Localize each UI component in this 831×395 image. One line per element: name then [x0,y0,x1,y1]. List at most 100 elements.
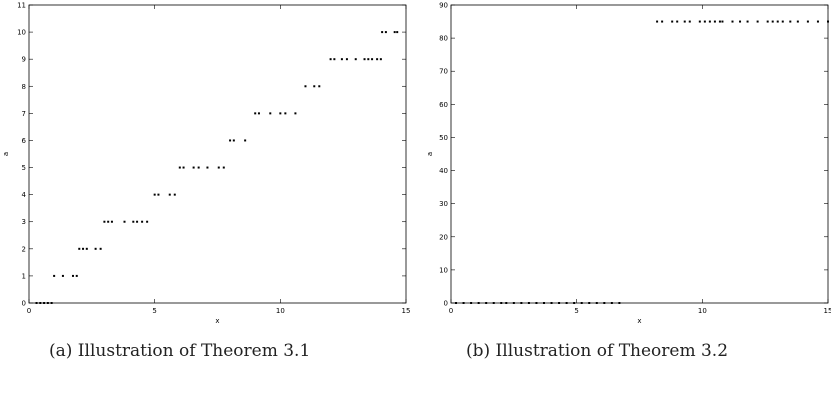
data-point [182,166,185,169]
data-point [698,20,701,23]
data-point [244,139,247,142]
y-tick-label: 0 [22,300,26,308]
data-point [558,302,561,304]
plot-frame-a [28,4,407,304]
data-point [713,20,716,23]
data-point [257,112,260,115]
data-point [703,20,706,23]
x-tick-label: 5 [574,307,578,315]
chart-b: 0 5 10 15 0 10 20 30 40 50 60 70 80 90 x a [426,2,831,326]
y-tick-label: 20 [439,233,448,241]
data-point [61,274,64,277]
x-tick-label: 10 [276,307,285,315]
data-point [396,31,399,34]
data-point [318,85,321,88]
data-point [136,220,139,223]
y-tick-label: 70 [439,68,448,76]
data-point [294,112,297,115]
y-tick-label: 3 [22,218,26,226]
data-point [477,302,480,304]
y-tick-label: 40 [439,167,448,175]
data-point [333,58,336,61]
y-tick-label: 5 [22,164,26,172]
data-point [284,112,287,115]
x-tick-label: 10 [698,307,707,315]
data-point [110,220,113,223]
y-tick-label: 7 [22,110,26,118]
data-point [107,220,110,223]
x-axis-label: x [637,317,641,325]
data-point [269,112,272,115]
data-point [661,20,664,23]
data-point [345,58,348,61]
caption-b: (b) Illustration of Theorem 3.2 [466,341,729,361]
y-tick-label: 60 [439,101,448,109]
data-point [340,58,343,61]
data-point [222,166,225,169]
data-point [527,302,530,304]
data-point [43,302,46,304]
data-point [796,20,799,23]
data-point [565,302,568,304]
x-tick-label: 5 [152,307,156,315]
y-tick-label: 90 [439,2,448,10]
plot-frame-b [450,4,829,304]
y-tick-label: 80 [439,35,448,43]
data-point [254,112,257,115]
data-point [708,20,711,23]
y-axis-label: a [2,152,10,156]
data-point [827,20,829,23]
data-point [470,302,473,304]
data-point [671,20,674,23]
data-point [279,112,282,115]
data-point [512,302,515,304]
data-point [520,302,523,304]
y-tick-label: 9 [22,56,26,64]
data-point [806,20,809,23]
data-point [192,166,195,169]
data-point [157,193,160,196]
data-point [580,302,583,304]
data-point [500,302,503,304]
data-point [771,20,774,23]
data-point [197,166,200,169]
data-point [676,20,679,23]
data-point [379,58,382,61]
data-point [232,139,235,142]
data-point [384,31,387,34]
data-point [656,20,659,23]
data-point [39,302,42,304]
y-tick-label: 2 [22,245,26,253]
data-point [603,302,606,304]
data-point [595,302,598,304]
data-point [132,220,135,223]
data-point [329,58,332,61]
data-point [492,302,495,304]
data-point [75,274,78,277]
data-point [103,220,106,223]
y-tick-label: 0 [444,300,448,308]
data-point [683,20,686,23]
data-point [85,247,88,250]
y-tick-label: 8 [22,83,26,91]
data-point [168,193,171,196]
data-point [731,20,734,23]
y-tick-label: 6 [22,137,27,145]
data-point [178,166,181,169]
y-tick-label: 30 [439,200,448,208]
data-point [610,302,613,304]
data-point [816,20,819,23]
data-point [485,302,488,304]
y-tick-label: 1 [22,272,26,280]
data-point [78,247,81,250]
data-point [455,302,458,304]
data-point [35,302,38,304]
data-point [739,20,742,23]
data-point [173,193,176,196]
data-point [756,20,759,23]
data-point [371,58,374,61]
data-point [588,302,591,304]
x-tick-label: 15 [824,307,831,315]
data-point [462,302,465,304]
